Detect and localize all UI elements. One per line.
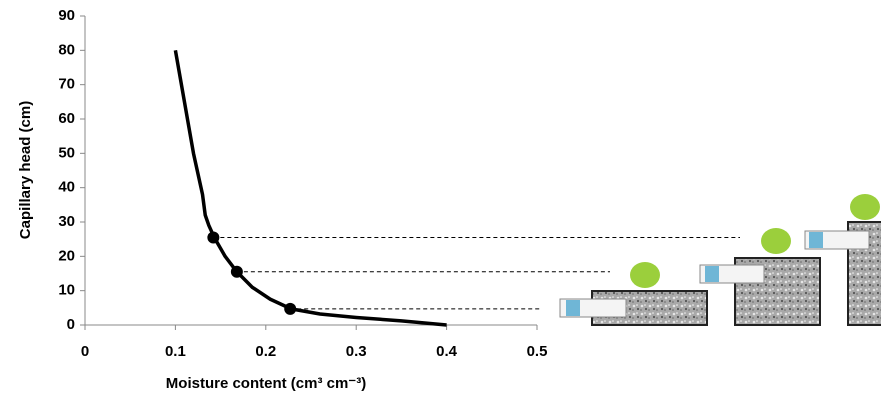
chart: Moisture content (cm³ cm⁻³) Capillary he… <box>0 0 881 400</box>
x-tick-label: 0.5 <box>527 343 548 360</box>
marker <box>284 303 296 315</box>
y-axis-title: Capillary head (cm) <box>17 101 34 239</box>
x-tick-label: 0.3 <box>346 343 367 360</box>
y-tick-label: 0 <box>67 316 75 333</box>
x-tick-label: 0 <box>81 343 89 360</box>
illustration <box>560 194 881 325</box>
y-tick-label: 50 <box>58 144 75 161</box>
marker <box>231 266 243 278</box>
y-tick-label: 90 <box>58 7 75 24</box>
x-tick-label: 0.4 <box>436 343 458 360</box>
y-tick-label: 60 <box>58 110 75 127</box>
y-tick-label: 70 <box>58 76 75 93</box>
curve <box>175 50 446 325</box>
y-tick-label: 40 <box>58 179 75 196</box>
x-tick-label: 0.1 <box>165 343 186 360</box>
x-tick-label: 0.2 <box>255 343 276 360</box>
marker <box>207 231 219 243</box>
x-axis-title: Moisture content (cm³ cm⁻³) <box>166 375 366 392</box>
y-tick-label: 30 <box>58 213 75 230</box>
y-tick-label: 20 <box>58 247 75 264</box>
y-tick-label: 80 <box>58 41 75 58</box>
y-tick-label: 10 <box>58 282 75 299</box>
